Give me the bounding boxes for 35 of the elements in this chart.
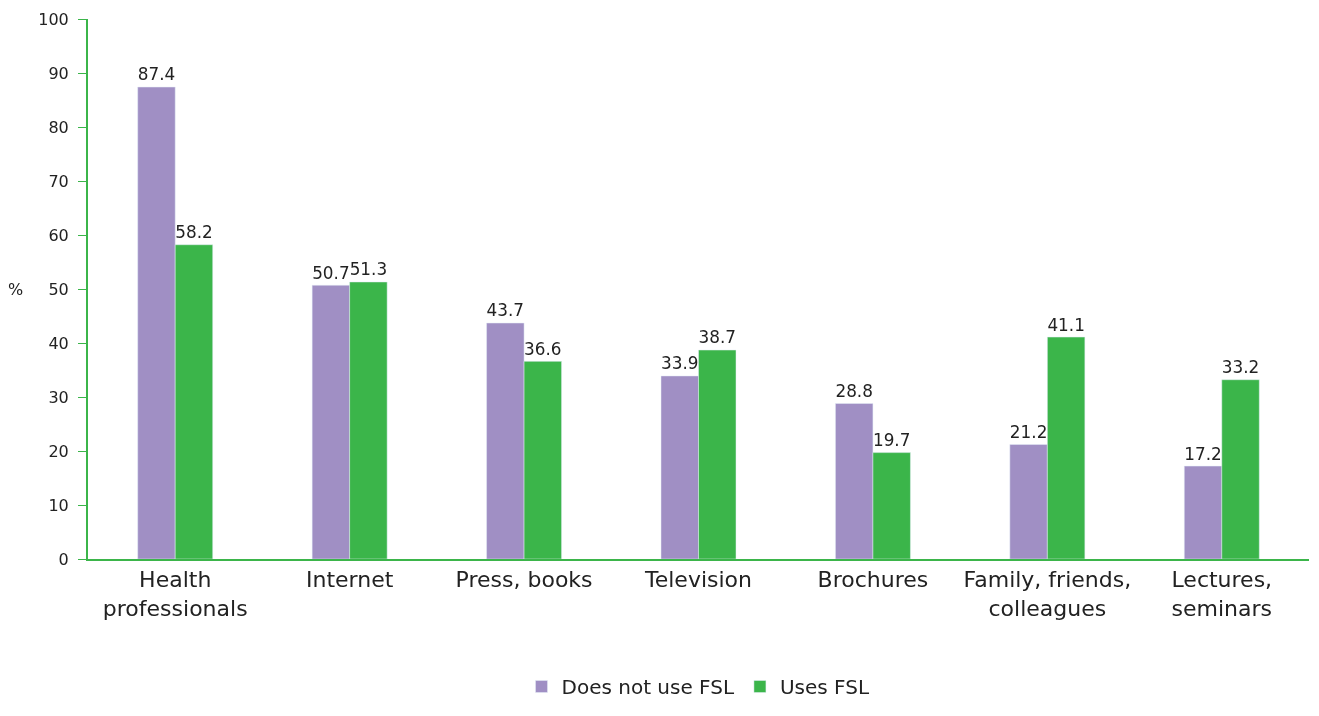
y-tick-label: 20 bbox=[48, 441, 69, 461]
legend-label: Uses FSL bbox=[779, 675, 870, 700]
data-label: 33.9 bbox=[661, 353, 699, 374]
data-label: 58.2 bbox=[175, 222, 213, 243]
data-label: 36.6 bbox=[524, 338, 562, 359]
y-tick-label: 70 bbox=[48, 171, 69, 191]
x-tick-label: Television bbox=[644, 567, 752, 593]
data-label: 51.3 bbox=[349, 259, 388, 280]
y-tick-label: 80 bbox=[48, 117, 69, 137]
x-tick-label: Lectures, seminars bbox=[1171, 567, 1273, 621]
data-label: 21.2 bbox=[1009, 421, 1048, 442]
y-tick-label: 10 bbox=[48, 495, 69, 515]
data-label: 28.8 bbox=[835, 380, 873, 401]
y-tick-label: 50 bbox=[48, 279, 69, 299]
data-label: 19.7 bbox=[872, 430, 911, 451]
x-tick-label: Internet bbox=[305, 567, 394, 593]
y-tick-label: 100 bbox=[38, 9, 69, 29]
x-tick-label: Press, books bbox=[455, 567, 593, 593]
x-tick-label: Family, friends, colleagues bbox=[963, 567, 1132, 621]
y-tick-label: 0 bbox=[58, 549, 69, 569]
y-tick-label: 60 bbox=[48, 225, 69, 245]
data-label: 33.2 bbox=[1221, 357, 1260, 378]
data-label: 38.7 bbox=[698, 327, 736, 348]
y-tick-label: 40 bbox=[48, 333, 69, 353]
data-label: 50.7 bbox=[312, 262, 350, 283]
legend-label: Does not use FSL bbox=[561, 675, 735, 700]
data-label: 17.2 bbox=[1184, 443, 1222, 464]
x-tick-label: Health professionals bbox=[102, 567, 248, 621]
data-label: 41.1 bbox=[1047, 314, 1085, 335]
x-tick-label: Brochures bbox=[817, 567, 929, 593]
y-tick-label: 30 bbox=[48, 387, 69, 407]
data-label: 87.4 bbox=[137, 64, 176, 85]
y-tick-label: 90 bbox=[48, 63, 69, 83]
data-label: 43.7 bbox=[486, 300, 525, 321]
y-axis-title: % bbox=[8, 280, 24, 299]
